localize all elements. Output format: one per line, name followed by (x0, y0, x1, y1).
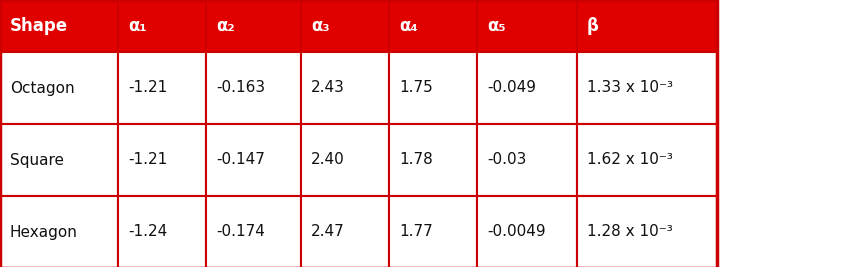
Text: β: β (587, 17, 599, 35)
Bar (118, 124, 206, 196)
Bar (0, 52, 118, 124)
Bar (301, 52, 389, 124)
Bar (0, 196, 118, 267)
Text: Square: Square (10, 152, 64, 167)
Bar (477, 52, 577, 124)
Text: -1.21: -1.21 (128, 152, 167, 167)
Text: 1.33 x 10⁻³: 1.33 x 10⁻³ (587, 80, 673, 96)
Text: -1.24: -1.24 (128, 225, 167, 239)
Bar (477, 124, 577, 196)
Text: 1.28 x 10⁻³: 1.28 x 10⁻³ (587, 225, 672, 239)
Bar (389, 196, 477, 267)
Bar (0, 0, 717, 267)
Bar (206, 52, 301, 124)
Text: 1.62 x 10⁻³: 1.62 x 10⁻³ (587, 152, 673, 167)
Bar (301, 0, 389, 52)
Text: α₄: α₄ (399, 17, 417, 35)
Bar (206, 0, 301, 52)
Text: -0.163: -0.163 (216, 80, 265, 96)
Text: -0.174: -0.174 (216, 225, 265, 239)
Bar (118, 196, 206, 267)
Bar (477, 0, 577, 52)
Text: α₃: α₃ (311, 17, 330, 35)
Bar (389, 52, 477, 124)
Text: α₅: α₅ (487, 17, 506, 35)
Bar (118, 0, 206, 52)
Text: -1.21: -1.21 (128, 80, 167, 96)
Bar (301, 196, 389, 267)
Bar (577, 0, 717, 52)
Bar (477, 196, 577, 267)
Text: 1.78: 1.78 (399, 152, 433, 167)
Text: 2.47: 2.47 (311, 225, 345, 239)
Text: 1.77: 1.77 (399, 225, 433, 239)
Text: α₂: α₂ (216, 17, 235, 35)
Text: -0.03: -0.03 (487, 152, 526, 167)
Text: -0.049: -0.049 (487, 80, 536, 96)
Bar (206, 124, 301, 196)
Bar (389, 124, 477, 196)
Text: Octagon: Octagon (10, 80, 75, 96)
Bar (118, 52, 206, 124)
Text: -0.0049: -0.0049 (487, 225, 546, 239)
Bar (0, 0, 118, 52)
Text: α₁: α₁ (128, 17, 146, 35)
Bar (577, 52, 717, 124)
Bar (577, 196, 717, 267)
Text: 2.40: 2.40 (311, 152, 345, 167)
Bar (206, 196, 301, 267)
Text: Hexagon: Hexagon (10, 225, 78, 239)
Bar (389, 0, 477, 52)
Bar (577, 124, 717, 196)
Bar (301, 124, 389, 196)
Text: 1.75: 1.75 (399, 80, 433, 96)
Text: 2.43: 2.43 (311, 80, 345, 96)
Text: Shape: Shape (10, 17, 68, 35)
Bar (0, 124, 118, 196)
Text: -0.147: -0.147 (216, 152, 265, 167)
